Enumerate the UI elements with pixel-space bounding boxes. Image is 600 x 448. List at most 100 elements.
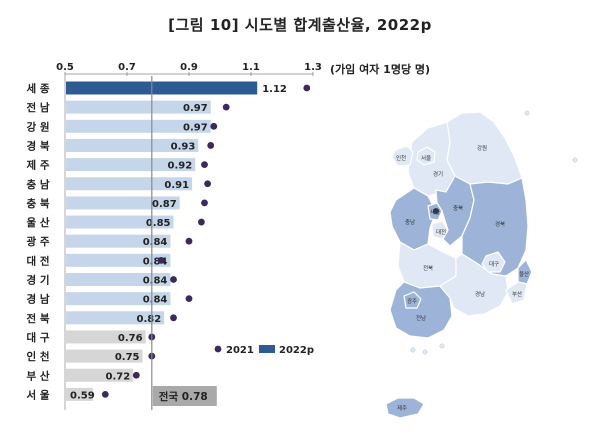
bar-2022p xyxy=(66,100,211,114)
bar-2022p xyxy=(66,215,174,229)
dot-2021 xyxy=(157,256,165,264)
map-region-daegu xyxy=(481,251,506,273)
national-label-box xyxy=(152,386,217,406)
dot-2021 xyxy=(198,218,205,226)
bar-2022p xyxy=(66,158,196,172)
category-label: 광 주 xyxy=(27,236,50,248)
map-label-gangwon: 강원 xyxy=(477,144,487,152)
value-label: 0.97 xyxy=(183,122,208,133)
dot-2021 xyxy=(210,122,218,130)
map-label-incheon: 인천 xyxy=(396,154,406,162)
category-label: 대 전 xyxy=(27,254,50,267)
dot-2021 xyxy=(185,295,193,303)
map-region-seoul xyxy=(416,146,436,166)
dot-2021 xyxy=(170,276,177,283)
map-region-jeju xyxy=(385,397,425,419)
bar-2022p xyxy=(66,138,199,152)
map-region-chungnam xyxy=(389,187,437,251)
legend-2021-label: 2021 xyxy=(226,345,254,356)
national-label: 전국 0.78 xyxy=(159,390,208,403)
value-label: 0.84 xyxy=(143,237,168,248)
map-label-sejong: 세종 xyxy=(430,208,440,216)
map-label-daegu: 대구 xyxy=(489,260,499,268)
bar-2022p xyxy=(66,253,171,267)
map-island xyxy=(524,110,530,116)
map-island xyxy=(439,343,445,349)
map-label-gwangju: 광주 xyxy=(407,298,417,305)
map-label-chungbuk: 충북 xyxy=(453,204,463,212)
map-label-seoul: 서울 xyxy=(421,154,431,162)
map-label-busan: 부산 xyxy=(512,290,522,298)
category-label: 울 산 xyxy=(27,216,50,229)
dot-2021 xyxy=(204,180,212,188)
value-label: 0.84 xyxy=(143,256,168,267)
map-label-jeonbuk: 전북 xyxy=(423,264,433,272)
x-tick-label: 0.9 xyxy=(180,62,198,73)
value-label: 0.82 xyxy=(137,314,162,325)
map-label-gyeongbuk: 경북 xyxy=(495,221,505,228)
value-label: 0.85 xyxy=(146,218,171,229)
dot-2021 xyxy=(207,142,215,149)
map-region-jeonnam xyxy=(389,281,453,339)
dot-2021 xyxy=(303,84,311,92)
bar-2022p xyxy=(66,330,146,344)
bar-2022p xyxy=(66,349,143,363)
map-island xyxy=(422,349,428,355)
bar-2022p xyxy=(66,292,171,306)
bar-2022p xyxy=(66,387,93,401)
category-label: 충 북 xyxy=(27,197,50,210)
bar-2022p xyxy=(66,311,165,325)
category-label: 충 남 xyxy=(27,178,50,191)
bar-2022p xyxy=(66,368,134,382)
bar-2022p xyxy=(66,119,211,133)
x-tick-label: 0.7 xyxy=(118,62,136,73)
category-label: 경 기 xyxy=(27,274,50,287)
value-label: 0.72 xyxy=(106,371,131,382)
legend-2022p-label: 2022p xyxy=(279,345,314,356)
value-label: 0.76 xyxy=(118,333,143,344)
dot-2021 xyxy=(201,161,208,169)
dot-2021 xyxy=(222,103,230,111)
bar-2022p xyxy=(66,81,258,95)
map-label-jeju: 제주 xyxy=(397,404,407,412)
map-region-busan xyxy=(505,281,528,305)
bar-2022p xyxy=(66,273,171,286)
category-label: 대 구 xyxy=(27,331,50,344)
map-island xyxy=(572,157,578,163)
legend-2021-marker xyxy=(214,345,222,353)
value-label: 0.91 xyxy=(164,180,189,191)
map-region-ulsan xyxy=(517,258,533,285)
category-label: 세 종 xyxy=(27,82,50,95)
category-label: 서 울 xyxy=(27,388,50,401)
map-label-gyeonggi: 경기 xyxy=(433,170,443,178)
map-label-gyeongnam: 경남 xyxy=(475,290,485,298)
map-region-daejeon xyxy=(431,220,449,240)
dot-2021 xyxy=(132,371,140,379)
value-label: 0.87 xyxy=(152,199,177,210)
category-label: 전 남 xyxy=(27,101,50,114)
map-region-incheon xyxy=(391,145,414,167)
map-region-gwangju xyxy=(403,291,422,309)
value-label: 0.75 xyxy=(115,352,140,363)
dot-2021 xyxy=(101,391,109,398)
category-label: 경 북 xyxy=(27,139,50,152)
map-label-ulsan: 울산 xyxy=(519,270,529,278)
dot-2021 xyxy=(201,199,208,207)
category-label: 경 남 xyxy=(27,293,50,306)
category-label: 인 천 xyxy=(27,350,50,363)
map-label-daejeon: 대전 xyxy=(436,228,446,236)
map-region-gyeongbuk xyxy=(461,177,529,277)
category-label: 제 주 xyxy=(27,159,50,172)
value-label: 0.92 xyxy=(168,161,193,172)
category-label: 강 원 xyxy=(27,120,50,133)
value-label: 0.84 xyxy=(143,295,168,306)
value-label: 0.97 xyxy=(183,103,208,114)
x-tick-label: 1.1 xyxy=(242,62,260,73)
legend-2022p-marker xyxy=(259,345,275,353)
category-label: 전 북 xyxy=(27,312,50,325)
map-label-chungnam: 충남 xyxy=(405,218,415,226)
value-label: 1.12 xyxy=(262,84,287,95)
